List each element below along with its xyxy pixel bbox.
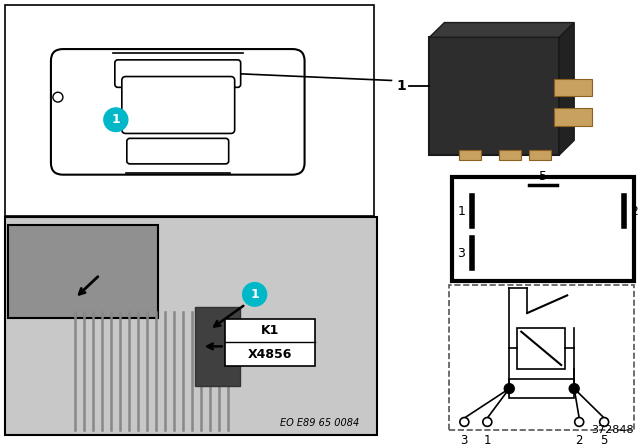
Text: 1: 1	[484, 434, 491, 447]
Circle shape	[243, 283, 267, 306]
Text: 2: 2	[630, 206, 638, 219]
Circle shape	[504, 383, 515, 393]
Bar	[452, 177, 634, 280]
Circle shape	[569, 383, 579, 393]
Text: EO E89 65 0084: EO E89 65 0084	[280, 418, 360, 428]
Text: 1: 1	[397, 79, 406, 93]
Bar	[195, 307, 239, 386]
Bar	[225, 319, 314, 366]
Text: 5: 5	[540, 169, 547, 182]
Bar	[529, 150, 551, 160]
Bar	[8, 225, 158, 318]
Circle shape	[600, 418, 609, 426]
Polygon shape	[429, 22, 574, 37]
Bar	[429, 37, 559, 155]
Bar	[509, 379, 574, 398]
Bar	[554, 108, 592, 125]
Text: 5: 5	[600, 434, 608, 447]
Bar	[499, 150, 521, 160]
Text: 2: 2	[575, 434, 583, 447]
FancyBboxPatch shape	[115, 60, 241, 87]
Bar	[460, 150, 481, 160]
Bar	[517, 328, 565, 369]
Polygon shape	[559, 22, 574, 155]
Bar	[449, 284, 634, 430]
Bar	[5, 5, 374, 216]
Circle shape	[460, 418, 469, 426]
Text: 1: 1	[111, 113, 120, 126]
FancyBboxPatch shape	[122, 77, 235, 134]
Circle shape	[483, 418, 492, 426]
Text: 1: 1	[458, 206, 465, 219]
Text: 1: 1	[250, 288, 259, 301]
Text: X4856: X4856	[248, 348, 292, 361]
Bar	[5, 217, 378, 435]
Text: 372848: 372848	[591, 425, 634, 435]
Text: 3: 3	[458, 247, 465, 260]
Bar	[554, 78, 592, 96]
FancyBboxPatch shape	[51, 49, 305, 175]
Circle shape	[53, 92, 63, 102]
Circle shape	[104, 108, 128, 132]
FancyBboxPatch shape	[127, 138, 228, 164]
Circle shape	[575, 418, 584, 426]
Text: 3: 3	[461, 434, 468, 447]
Text: K1: K1	[260, 324, 279, 337]
Bar	[385, 5, 634, 177]
